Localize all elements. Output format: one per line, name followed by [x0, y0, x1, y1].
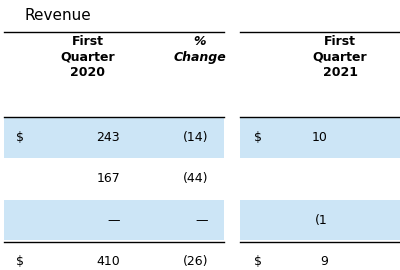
Text: (44): (44): [182, 172, 208, 185]
Bar: [4, 200, 224, 240]
Text: 167: 167: [96, 172, 120, 185]
Text: $: $: [16, 131, 24, 144]
Text: (26): (26): [182, 255, 208, 268]
Text: 410: 410: [96, 255, 120, 268]
Text: 243: 243: [96, 131, 120, 144]
Text: 10: 10: [312, 131, 328, 144]
Text: $: $: [254, 131, 262, 144]
Text: (14): (14): [182, 131, 208, 144]
Bar: [240, 200, 400, 240]
Bar: [240, 117, 400, 158]
Text: Revenue: Revenue: [24, 8, 91, 23]
Text: %
Change: % Change: [174, 35, 226, 64]
Text: (1: (1: [315, 214, 328, 227]
Text: —: —: [196, 214, 208, 227]
Text: 9: 9: [320, 255, 328, 268]
Bar: [4, 117, 224, 158]
Text: $: $: [16, 255, 24, 268]
Text: $: $: [254, 255, 262, 268]
Text: First
Quarter
2021: First Quarter 2021: [313, 35, 367, 79]
Text: First
Quarter
2020: First Quarter 2020: [61, 35, 115, 79]
Text: —: —: [108, 214, 120, 227]
